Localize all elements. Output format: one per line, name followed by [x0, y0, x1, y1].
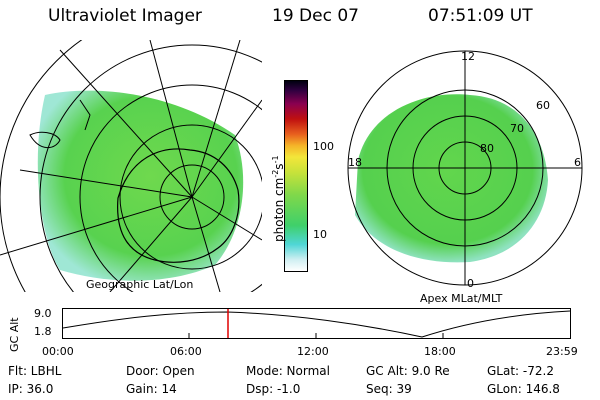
mlt-polar-plot: 12 18 6 0 60 70 80 Apex MLat/MLT — [347, 50, 583, 304]
colorbar — [284, 80, 308, 272]
colorbar-tick-100: 100 — [313, 140, 334, 153]
antarctica-coastline — [117, 148, 240, 263]
coastline-fragment — [29, 131, 61, 149]
info-door: Door: Open — [126, 364, 195, 378]
info-glon: GLon: 146.8 — [487, 382, 560, 396]
mlt-label-0: 0 — [467, 277, 474, 290]
mlt-label-12: 12 — [461, 50, 475, 63]
timeline-xtick-1200: 12:00 — [297, 345, 329, 358]
timeline-xtick-0600: 06:00 — [170, 345, 202, 358]
info-flt: Flt: LBHL — [8, 364, 62, 378]
timeline-xtick-1800: 18:00 — [424, 345, 456, 358]
timeline-ytick-bottom: 1.8 — [34, 325, 52, 338]
timeline-ylabel: GC Alt — [8, 317, 21, 352]
mlt-label-18: 18 — [348, 156, 362, 169]
info-dsp: Dsp: -1.0 — [246, 382, 301, 396]
geographic-map: Geographic Lat/Lon — [0, 40, 262, 292]
mlat-label-60: 60 — [536, 99, 550, 112]
info-glat: GLat: -72.2 — [487, 364, 554, 378]
mlat-label-70: 70 — [510, 122, 524, 135]
altitude-curve — [62, 310, 571, 338]
aurora-image-mlt — [355, 94, 548, 263]
geo-caption: Geographic Lat/Lon — [86, 278, 193, 291]
island-outline — [79, 99, 91, 131]
timeline-xtick-0000: 00:00 — [42, 345, 74, 358]
time-label: 07:51:09 UT — [428, 6, 533, 26]
mlt-label-6: 6 — [574, 156, 581, 169]
info-gain: Gain: 14 — [126, 382, 177, 396]
info-gcalt: GC Alt: 9.0 Re — [366, 364, 450, 378]
colorbar-unit-label: photon cm-2s-1 — [271, 155, 286, 242]
mlt-caption: Apex MLat/MLT — [420, 292, 503, 304]
aurora-image-geo — [37, 90, 244, 281]
timeline-ytick-top: 9.0 — [34, 307, 52, 320]
unit-sup1: -2 — [271, 169, 280, 178]
mlat-label-80: 80 — [480, 142, 494, 155]
info-seq: Seq: 39 — [366, 382, 412, 396]
colorbar-tick-10: 10 — [313, 228, 327, 241]
date-label: 19 Dec 07 — [272, 6, 359, 26]
info-ip: IP: 36.0 — [8, 382, 54, 396]
unit-base: photon cm — [272, 177, 286, 242]
altitude-timeline — [62, 308, 571, 339]
timeline-xtick-2359: 23:59 — [546, 345, 578, 358]
instrument-title: Ultraviolet Imager — [48, 6, 202, 26]
info-mode: Mode: Normal — [246, 364, 330, 378]
unit-sup2: -1 — [271, 155, 280, 164]
unit-s: s — [272, 163, 286, 170]
